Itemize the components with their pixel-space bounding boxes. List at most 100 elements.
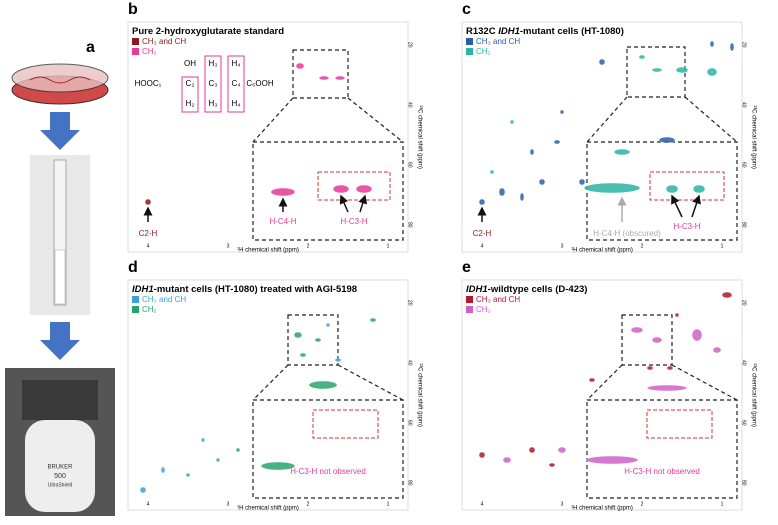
petri-dish (11, 63, 109, 105)
structure-atom: H₄ (231, 59, 240, 68)
x-tick-label: 4 (481, 501, 484, 507)
structure-box (204, 55, 222, 113)
nmr-peak (478, 451, 486, 459)
zoom-inset (586, 399, 738, 499)
zoom-source (626, 46, 686, 98)
nmr-peak (613, 148, 631, 156)
legend-label: CH₂ (476, 47, 491, 56)
y-tick-label: 80 (407, 480, 413, 486)
zoom-connector (252, 364, 404, 401)
annotation: C2-H (473, 229, 492, 238)
nmr-peak (638, 54, 646, 60)
y-tick-label: 20 (407, 42, 413, 48)
y-tick-label: 60 (741, 420, 747, 426)
legend-swatch (466, 48, 473, 55)
x-tick-label: 3 (227, 501, 230, 507)
plot-frame (127, 21, 409, 253)
legend-label: CH₃ and CH (142, 295, 186, 304)
structure-atom: H₃ (208, 99, 217, 108)
zoom-source (292, 49, 349, 99)
title-part: IDH1 (498, 26, 520, 37)
nmr-peak (675, 66, 689, 74)
nmr-peak (646, 384, 688, 392)
nmr-peak (270, 187, 296, 197)
nmr-peak (215, 457, 221, 463)
zoom-connector (252, 97, 404, 143)
x-tick-label: 3 (227, 243, 230, 249)
plot-frame (461, 279, 743, 511)
panel-label: c (462, 1, 471, 18)
nmr-peak (583, 182, 641, 194)
annotation-arrow (358, 194, 368, 213)
y-tick-label: 40 (407, 102, 413, 108)
arrow-down (40, 112, 80, 150)
highlight-box (646, 409, 713, 439)
nmr-peak (293, 331, 303, 339)
nmr-peak (528, 446, 536, 454)
y-axis-label: ¹³C chemical shift (ppm) (416, 363, 422, 427)
nmr-peak (334, 75, 346, 81)
title-part: Pure 2-hydroxyglutarate standard (132, 26, 284, 37)
y-tick-label: 80 (407, 222, 413, 228)
y-axis-label: ¹³C chemical shift (ppm) (750, 363, 756, 427)
nmr-peak (318, 75, 330, 81)
x-tick-label: 4 (481, 243, 484, 249)
chemical-structure: HOOC₁ C₂ C₃ C₄ C₅OOH OH H₃ H₄ H₂ H₃ H₄ (135, 55, 274, 113)
annotation: H-C3-H not observed (624, 467, 700, 476)
x-tick-label: 1 (721, 501, 724, 507)
zoom-source (621, 314, 673, 366)
magnet (25, 420, 95, 512)
y-tick-label: 80 (741, 222, 747, 228)
panel-title: R132C IDH1-mutant cells (HT-1080) (466, 26, 624, 37)
y-tick-label: 60 (407, 162, 413, 168)
x-axis-label: ¹H chemical shift (ppm) (237, 506, 299, 512)
instrument-labels: BRUKER 500 UltraShield (47, 465, 73, 489)
nmr-peak (498, 187, 506, 197)
nmr-peak (691, 328, 703, 342)
nmr-peak (646, 365, 654, 371)
title-part: -wildtype cells (D-423) (488, 284, 588, 295)
legend-swatch (132, 38, 139, 45)
structure-atom: H₂ (186, 99, 195, 108)
nmr-peak (295, 62, 305, 70)
nmr-peak (139, 486, 147, 494)
title-part: R132C (466, 26, 498, 37)
instrument-text: BRUKER (47, 465, 73, 471)
zoom-inset (586, 141, 738, 241)
y-tick-label: 40 (741, 102, 747, 108)
nmr-peak (559, 109, 565, 115)
panel-title: Pure 2-hydroxyglutarate standard (132, 26, 284, 37)
panel-title: IDH1-mutant cells (HT-1080) treated with… (132, 284, 357, 295)
zoom-connector (586, 96, 738, 143)
structure-atom: H₄ (231, 99, 240, 108)
nmr-peak (334, 357, 342, 363)
nmr-peak (651, 336, 663, 344)
highlight-box (317, 171, 391, 201)
legend-label: CH₂ (142, 305, 157, 314)
nmr-peak (185, 472, 191, 478)
highlight-box (312, 409, 379, 439)
panel: d IDH1-mutant cells (HT-1080) treated wit… (127, 259, 422, 512)
panel-label: d (128, 259, 138, 276)
x-tick-label: 1 (387, 501, 390, 507)
annotation-arrow (339, 194, 349, 213)
nmr-peak (509, 119, 515, 125)
nmr-peak (588, 377, 596, 383)
nmr-peak (585, 455, 639, 465)
y-tick-label: 20 (407, 300, 413, 306)
nmr-peak (519, 192, 525, 202)
structure-atom: HOOC₁ (135, 79, 162, 88)
nmr-peak (712, 346, 722, 354)
x-tick-label: 2 (307, 501, 310, 507)
y-tick-label: 20 (741, 42, 747, 48)
nmr-peak (314, 337, 322, 343)
dish-texture (29, 76, 91, 84)
y-tick-label: 60 (407, 420, 413, 426)
title-part: -mutant cells (HT-1080) (520, 26, 624, 37)
highlight-box (649, 171, 725, 201)
nmr-peak (369, 317, 377, 323)
nmr-peak (706, 67, 718, 77)
